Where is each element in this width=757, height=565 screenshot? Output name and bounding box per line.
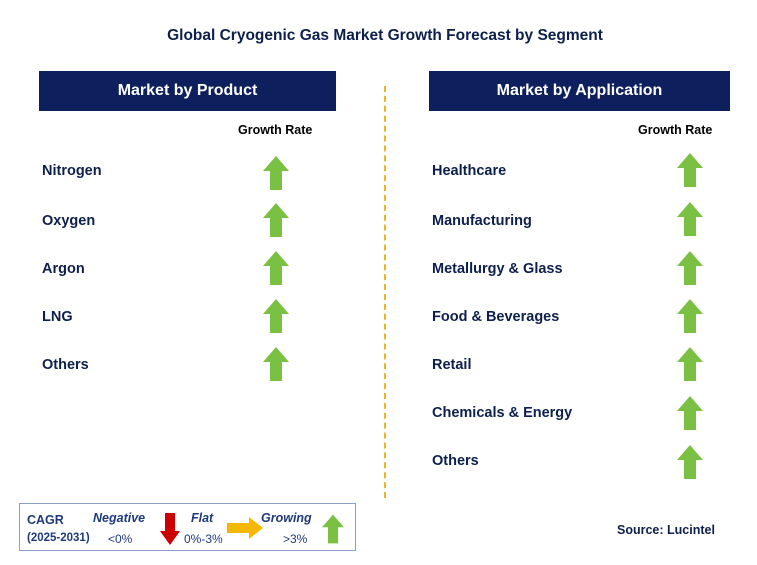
down-arrow-icon [160, 513, 180, 545]
application-panel-header: Market by Application [429, 71, 730, 111]
legend-growing-value: >3% [283, 532, 308, 546]
product-item-label: LNG [42, 309, 73, 325]
up-arrow-icon [677, 445, 703, 479]
product-item-label: Argon [42, 261, 85, 277]
up-arrow-icon [263, 156, 289, 190]
up-arrow-icon [677, 396, 703, 430]
application-item-label: Metallurgy & Glass [432, 261, 563, 277]
right-arrow-icon [227, 517, 263, 539]
section-divider [384, 86, 386, 498]
up-arrow-icon [263, 299, 289, 333]
up-arrow-icon [677, 153, 703, 187]
cagr-legend: CAGR (2025-2031) Negative <0% Flat 0%-3%… [19, 503, 356, 551]
page-title: Global Cryogenic Gas Market Growth Forec… [167, 27, 603, 44]
product-growth-rate-label: Growth Rate [238, 123, 313, 137]
legend-period-label: (2025-2031) [27, 532, 90, 544]
legend-flat-label: Flat [191, 511, 214, 525]
application-item-label: Chemicals & Energy [432, 405, 573, 421]
application-item-label: Manufacturing [432, 213, 532, 229]
source-label: Source: Lucintel [617, 523, 715, 537]
legend-growing-label: Growing [261, 511, 312, 525]
application-item-label: Healthcare [432, 163, 507, 179]
application-item-label: Others [432, 453, 479, 469]
legend-negative-label: Negative [93, 511, 146, 525]
up-arrow-icon [263, 347, 289, 381]
product-item-label: Others [42, 357, 89, 373]
up-arrow-icon [263, 203, 289, 237]
product-panel-header: Market by Product [39, 71, 336, 111]
up-arrow-icon [322, 514, 344, 544]
legend-negative-value: <0% [108, 532, 133, 546]
legend-flat-value: 0%-3% [184, 532, 223, 546]
legend-cagr-label: CAGR [27, 513, 64, 527]
product-item-label: Oxygen [42, 213, 96, 229]
up-arrow-icon [677, 299, 703, 333]
up-arrow-icon [677, 347, 703, 381]
application-item-label: Retail [432, 357, 472, 373]
up-arrow-icon [677, 251, 703, 285]
application-item-label: Food & Beverages [432, 309, 560, 325]
up-arrow-icon [677, 202, 703, 236]
product-item-label: Nitrogen [42, 163, 102, 179]
up-arrow-icon [263, 251, 289, 285]
application-growth-rate-label: Growth Rate [638, 123, 713, 137]
